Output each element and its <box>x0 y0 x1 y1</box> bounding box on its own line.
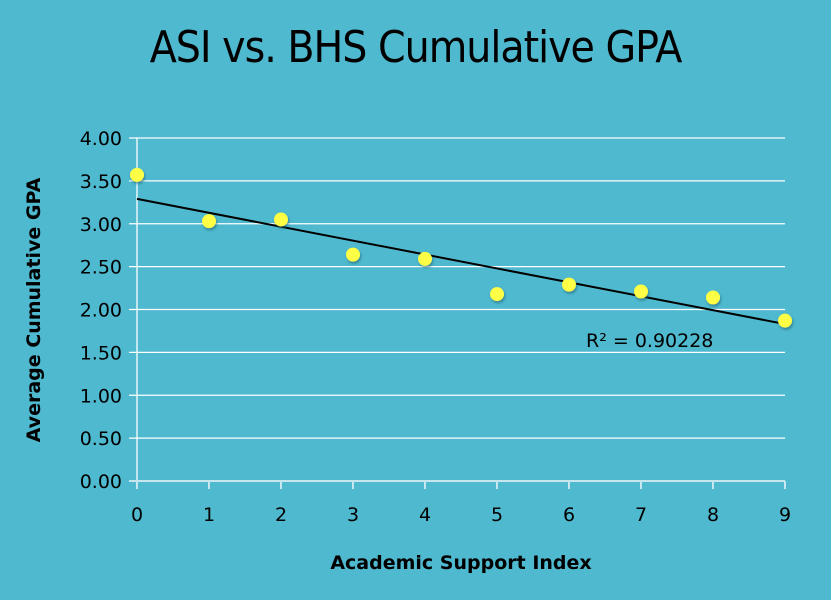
y-tick-label: 0.50 <box>80 428 122 450</box>
x-axis-label: Academic Support Index <box>330 552 592 574</box>
data-point <box>490 287 504 302</box>
x-tick-label: 3 <box>347 504 359 526</box>
chart-title: ASI vs. BHS Cumulative GPA <box>149 22 683 73</box>
y-tick-label: 0.00 <box>80 471 122 493</box>
y-tick-label: 4.00 <box>80 128 122 150</box>
trendline <box>136 197 786 326</box>
data-point <box>634 284 648 299</box>
data-points <box>130 167 792 328</box>
data-point <box>202 214 216 229</box>
y-tick-label: 1.00 <box>80 385 122 407</box>
y-tick-label: 1.50 <box>80 342 122 364</box>
y-tick-label: 3.50 <box>80 171 122 193</box>
y-tick-label: 2.50 <box>80 257 122 279</box>
x-axis-ticks: 0 1 2 3 4 5 6 7 8 9 <box>131 481 791 526</box>
y-axis-ticks: 0.00 0.50 1.00 1.50 2.00 2.50 3.00 3.50 4.00 <box>80 128 122 493</box>
data-point <box>778 313 792 328</box>
x-tick-label: 5 <box>491 504 503 526</box>
data-point <box>274 212 288 227</box>
gridlines <box>129 137 785 439</box>
data-point <box>346 247 360 262</box>
r-squared-label: R² = 0.90228 <box>586 330 713 352</box>
x-tick-label: 7 <box>635 504 647 526</box>
y-tick-label: 3.00 <box>80 214 122 236</box>
y-tick-label: 2.00 <box>80 300 122 322</box>
x-tick-label: 6 <box>563 504 575 526</box>
data-point <box>418 251 432 266</box>
x-tick-label: 9 <box>779 504 791 526</box>
x-tick-label: 4 <box>419 504 431 526</box>
x-tick-label: 0 <box>131 504 143 526</box>
data-point <box>706 290 720 305</box>
data-point <box>130 167 144 182</box>
data-point <box>562 277 576 292</box>
trendline-path <box>136 197 786 326</box>
axes <box>129 138 785 482</box>
x-tick-label: 2 <box>275 504 287 526</box>
x-tick-label: 1 <box>203 504 215 526</box>
x-tick-label: 8 <box>707 504 719 526</box>
